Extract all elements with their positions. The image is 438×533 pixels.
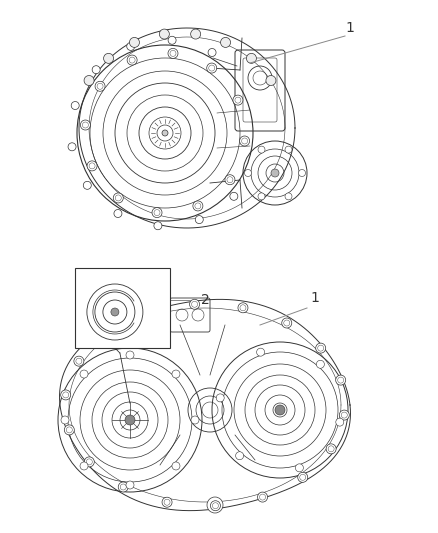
Circle shape (336, 375, 346, 385)
Circle shape (162, 130, 168, 136)
Circle shape (80, 462, 88, 470)
Circle shape (84, 76, 94, 85)
Circle shape (266, 76, 276, 85)
Circle shape (236, 451, 244, 460)
Circle shape (326, 444, 336, 454)
Circle shape (247, 53, 256, 63)
Circle shape (257, 348, 265, 356)
Circle shape (258, 146, 265, 153)
Circle shape (61, 390, 71, 400)
Circle shape (84, 457, 94, 467)
Text: 1: 1 (346, 21, 354, 35)
Text: 2: 2 (201, 293, 209, 307)
Circle shape (114, 209, 122, 217)
Circle shape (126, 481, 134, 489)
Circle shape (172, 370, 180, 378)
Circle shape (225, 175, 235, 185)
Circle shape (130, 37, 139, 47)
Circle shape (191, 29, 201, 39)
Bar (75, 268, 170, 348)
Circle shape (74, 356, 84, 366)
Circle shape (207, 497, 223, 513)
Text: 1: 1 (311, 291, 319, 305)
Circle shape (285, 193, 292, 200)
Circle shape (298, 472, 308, 482)
Circle shape (113, 193, 123, 203)
Circle shape (127, 55, 137, 65)
Circle shape (168, 36, 176, 44)
Circle shape (68, 143, 76, 151)
Circle shape (316, 343, 326, 353)
Circle shape (127, 43, 135, 51)
Circle shape (271, 169, 279, 177)
Circle shape (102, 328, 112, 338)
Circle shape (210, 500, 220, 511)
Circle shape (207, 63, 217, 73)
Circle shape (238, 303, 248, 313)
Circle shape (154, 222, 162, 230)
Circle shape (193, 201, 203, 211)
Circle shape (258, 193, 265, 200)
Circle shape (83, 181, 91, 189)
Circle shape (244, 169, 251, 176)
Circle shape (168, 49, 178, 59)
Circle shape (159, 29, 170, 39)
Circle shape (282, 318, 292, 328)
Circle shape (92, 66, 100, 74)
Circle shape (339, 410, 349, 420)
Circle shape (295, 464, 304, 472)
Circle shape (80, 370, 88, 378)
Circle shape (191, 416, 199, 424)
Circle shape (316, 360, 325, 368)
Circle shape (64, 425, 74, 435)
Circle shape (336, 418, 344, 426)
Circle shape (125, 415, 135, 425)
Circle shape (190, 300, 200, 309)
Circle shape (221, 37, 230, 47)
Circle shape (87, 161, 97, 171)
Circle shape (152, 207, 162, 217)
Circle shape (61, 416, 69, 424)
Circle shape (162, 497, 172, 507)
Circle shape (111, 308, 119, 316)
Circle shape (103, 53, 113, 63)
Circle shape (95, 82, 105, 91)
Circle shape (195, 215, 203, 224)
Circle shape (216, 394, 224, 402)
Circle shape (275, 405, 285, 415)
Circle shape (258, 492, 268, 502)
Circle shape (126, 351, 134, 359)
Circle shape (81, 120, 90, 130)
Circle shape (118, 482, 128, 492)
Circle shape (240, 136, 250, 146)
Circle shape (285, 146, 292, 153)
Circle shape (71, 101, 79, 109)
Circle shape (208, 49, 216, 56)
Circle shape (299, 169, 305, 176)
Circle shape (172, 462, 180, 470)
Circle shape (233, 95, 243, 105)
Circle shape (142, 308, 152, 318)
Circle shape (230, 192, 238, 200)
